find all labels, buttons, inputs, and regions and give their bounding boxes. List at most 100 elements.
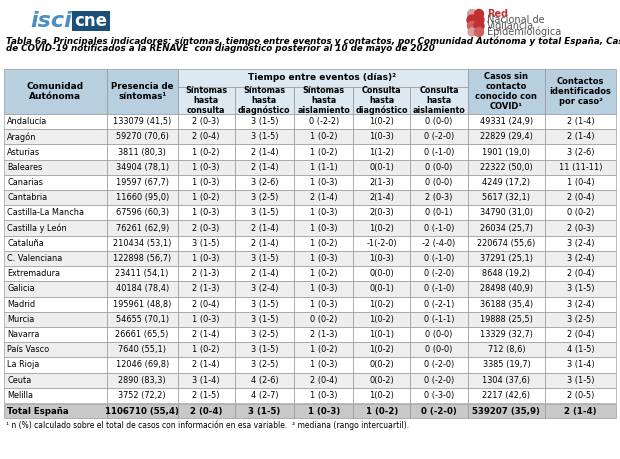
Bar: [177, 327, 234, 342]
Bar: [410, 205, 467, 220]
Text: C. Valenciana: C. Valenciana: [7, 254, 62, 263]
Text: Síntomas
hasta
diagnóstico: Síntomas hasta diagnóstico: [238, 86, 291, 115]
Text: 23411 (54,1): 23411 (54,1): [115, 269, 169, 278]
Text: 1 (0-2): 1 (0-2): [192, 345, 220, 354]
Text: 1 (0-2): 1 (0-2): [192, 193, 220, 202]
Bar: [353, 114, 410, 129]
Bar: [4, 235, 107, 251]
Bar: [353, 87, 410, 114]
Bar: [234, 145, 294, 160]
Text: 0 (0-0): 0 (0-0): [425, 345, 453, 354]
Bar: [467, 175, 545, 190]
Bar: [177, 114, 234, 129]
Circle shape: [474, 21, 484, 31]
Bar: [107, 297, 177, 312]
Text: 76261 (62,9): 76261 (62,9): [115, 224, 169, 233]
Bar: [545, 175, 616, 190]
Bar: [410, 220, 467, 235]
Bar: [4, 388, 107, 403]
Text: 0(0-2): 0(0-2): [370, 360, 394, 369]
Text: 2 (1-4): 2 (1-4): [192, 330, 220, 339]
Text: 2(1-3): 2(1-3): [370, 178, 394, 187]
Bar: [177, 373, 234, 388]
Bar: [353, 266, 410, 281]
Bar: [107, 373, 177, 388]
Text: 1 (0-3): 1 (0-3): [310, 285, 337, 293]
Text: 19888 (25,5): 19888 (25,5): [480, 315, 533, 324]
Bar: [467, 220, 545, 235]
Bar: [107, 190, 177, 205]
Bar: [353, 327, 410, 342]
Text: Síntomas
hasta
aislamiento: Síntomas hasta aislamiento: [298, 86, 350, 115]
Bar: [545, 190, 616, 205]
Bar: [410, 312, 467, 327]
Bar: [234, 342, 294, 358]
Bar: [353, 404, 410, 418]
Text: 0 (-2-0): 0 (-2-0): [424, 132, 454, 141]
Bar: [177, 175, 234, 190]
Text: 1(0-2): 1(0-2): [370, 117, 394, 126]
Bar: [467, 373, 545, 388]
Text: Vigilancia: Vigilancia: [487, 21, 534, 31]
Bar: [545, 312, 616, 327]
Text: Cataluña: Cataluña: [7, 239, 44, 248]
Bar: [410, 373, 467, 388]
Text: Epidemiológica: Epidemiológica: [487, 27, 561, 37]
Text: 3752 (72,2): 3752 (72,2): [118, 391, 166, 400]
Text: 0(0-1): 0(0-1): [370, 163, 394, 172]
Text: 0 (-1-0): 0 (-1-0): [424, 147, 454, 157]
Circle shape: [474, 10, 484, 18]
Bar: [107, 129, 177, 145]
Bar: [107, 342, 177, 358]
Bar: [294, 388, 353, 403]
Text: 2 (1-4): 2 (1-4): [567, 132, 595, 141]
Text: 3 (1-4): 3 (1-4): [567, 360, 595, 369]
Text: 1 (0-3): 1 (0-3): [310, 391, 337, 400]
Text: Baleares: Baleares: [7, 163, 42, 172]
Bar: [294, 129, 353, 145]
Text: 0 (-1-0): 0 (-1-0): [424, 224, 454, 233]
Text: 1 (0-3): 1 (0-3): [310, 254, 337, 263]
Circle shape: [467, 15, 477, 25]
Bar: [353, 205, 410, 220]
Text: 2 (0-3): 2 (0-3): [567, 224, 595, 233]
Bar: [294, 251, 353, 266]
Text: 1(1-2): 1(1-2): [370, 147, 394, 157]
Bar: [234, 388, 294, 403]
Text: 2 (0-5): 2 (0-5): [567, 391, 595, 400]
Text: 3 (2-5): 3 (2-5): [250, 360, 278, 369]
Bar: [410, 145, 467, 160]
Bar: [177, 404, 234, 418]
Bar: [234, 266, 294, 281]
Bar: [294, 327, 353, 342]
Bar: [410, 160, 467, 175]
Text: 1 (0-3): 1 (0-3): [192, 254, 220, 263]
Bar: [4, 160, 107, 175]
Text: 67596 (60,3): 67596 (60,3): [115, 208, 169, 218]
Bar: [294, 87, 353, 114]
Text: 2 (1-4): 2 (1-4): [567, 117, 595, 126]
Bar: [107, 205, 177, 220]
Bar: [234, 190, 294, 205]
Text: Melilla: Melilla: [7, 391, 33, 400]
Bar: [4, 358, 107, 373]
Text: 0 (-2-0): 0 (-2-0): [421, 407, 457, 416]
Text: 3 (2-5): 3 (2-5): [250, 330, 278, 339]
Bar: [294, 160, 353, 175]
Text: 1(0-2): 1(0-2): [370, 391, 394, 400]
Text: 37291 (25,1): 37291 (25,1): [480, 254, 533, 263]
Bar: [545, 114, 616, 129]
Bar: [234, 205, 294, 220]
Bar: [353, 160, 410, 175]
Bar: [545, 358, 616, 373]
Bar: [545, 327, 616, 342]
Text: 2 (0-3): 2 (0-3): [425, 193, 453, 202]
Circle shape: [468, 28, 476, 36]
Text: 3811 (80,3): 3811 (80,3): [118, 147, 166, 157]
Bar: [410, 251, 467, 266]
Text: 2 (1-4): 2 (1-4): [192, 360, 220, 369]
Text: 1304 (37,6): 1304 (37,6): [482, 375, 530, 385]
Bar: [294, 190, 353, 205]
Text: 2 (1-4): 2 (1-4): [250, 239, 278, 248]
Bar: [545, 281, 616, 297]
